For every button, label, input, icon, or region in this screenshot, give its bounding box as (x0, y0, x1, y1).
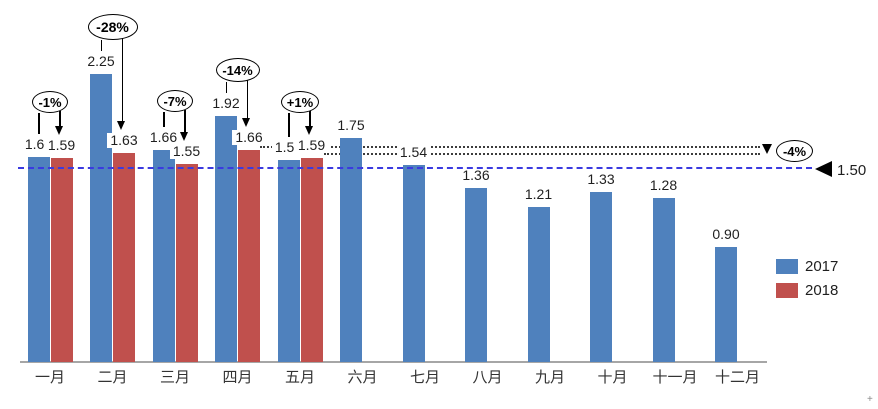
value-label-2017-m3: 1.66 (146, 129, 181, 145)
bar-2018-m4 (238, 149, 260, 362)
bubble-arrowhead-m2 (117, 121, 126, 131)
x-tick-m5: 五月 (284, 370, 315, 386)
value-label-2017-m4: 1.92 (209, 96, 243, 112)
reference-line-1-50 (18, 167, 812, 169)
value-label-2017-m10: 1.33 (584, 171, 618, 187)
value-label-2017-m6: 1.75 (334, 118, 368, 133)
bubble-arrow-line-m1 (59, 111, 61, 128)
bubble-leader-line-m2 (100, 40, 103, 51)
pct-bubble-m5: +1% (281, 91, 319, 113)
legend-label-2017: 2017 (805, 258, 839, 275)
bubble-leader-line-m1 (38, 113, 40, 135)
value-label-2018-m4: 1.66 (232, 129, 266, 145)
bar-2017-m6 (340, 138, 362, 362)
x-tick-m8: 八月 (472, 370, 503, 386)
triangle-down-icon (762, 144, 772, 154)
bar-2017-m7 (402, 164, 425, 362)
x-tick-m1: 一月 (34, 370, 65, 386)
bar-2017-m3 (152, 149, 175, 362)
bubble-leader-line-m3 (163, 112, 165, 127)
legend-label-2018: 2018 (805, 282, 839, 299)
pct-bubble-m2: -28% (87, 14, 138, 40)
value-label-2017-m9: 1.21 (521, 187, 556, 203)
bar-2017-m9 (527, 207, 550, 362)
legend-swatch-2018 (776, 283, 798, 298)
value-label-2018-m2: 1.63 (107, 133, 141, 149)
pct-bubble-m4: -14% (215, 58, 260, 82)
bar-2017-m5 (277, 159, 300, 362)
pct-bubble-right: -4% (776, 140, 813, 162)
bar-2017-m1 (27, 157, 50, 362)
x-tick-m12: 十二月 (714, 370, 760, 386)
legend-swatch-2017 (776, 259, 798, 274)
value-label-2018-m5: 1.59 (294, 138, 329, 154)
bar-2017-m2 (90, 74, 112, 362)
x-tick-m10: 十月 (597, 370, 628, 386)
value-label-2017-m11: 1.28 (646, 178, 681, 194)
bar-2018-m3 (175, 163, 198, 362)
bubble-arrow-line-m2 (121, 38, 124, 123)
bubble-arrowhead-m5 (304, 126, 313, 136)
bar-2018-m2 (113, 153, 135, 362)
bubble-arrowhead-m1 (54, 126, 63, 136)
bar-2018-m1 (50, 158, 73, 362)
reference-line-label: 1.50 (837, 162, 867, 179)
value-label-2017-m12: 0.90 (709, 226, 743, 242)
x-tick-m11: 十一月 (652, 370, 698, 386)
x-tick-m9: 九月 (534, 370, 565, 386)
bar-2017-m8 (465, 187, 487, 362)
x-tick-m4: 四月 (222, 370, 253, 386)
bubble-arrow-line-m5 (309, 111, 311, 128)
bar-2017-m12 (715, 246, 737, 362)
value-label-2017-m8: 1.36 (459, 167, 493, 183)
legend: 2017 2018 (776, 258, 838, 306)
value-label-2017-m7: 1.54 (396, 144, 431, 160)
legend-item-2018: 2018 (776, 282, 838, 299)
x-tick-m7: 七月 (409, 370, 440, 386)
value-label-2018-m3: 1.55 (169, 143, 204, 159)
pct-bubble-m3: -7% (157, 90, 193, 112)
bubble-arrowhead-m3 (179, 131, 188, 141)
bar-2018-m5 (300, 158, 323, 362)
x-tick-m2: 二月 (97, 370, 128, 386)
bubble-arrow-line-m4 (246, 80, 249, 119)
pct-bubble-m1: -1% (32, 91, 68, 113)
bar-2017-m4 (215, 116, 237, 362)
value-label-2017-m2: 2.25 (84, 54, 118, 69)
value-label-2018-m1: 1.59 (44, 138, 79, 154)
bubble-leader-line-m5 (288, 113, 290, 137)
bubble-leader-line-m4 (225, 82, 228, 94)
triangle-left-icon (815, 161, 832, 177)
dotted-guide-line-2 (323, 152, 760, 155)
corner-artifact-mark: + (867, 394, 873, 405)
bubble-arrow-line-m3 (184, 110, 186, 133)
dotted-guide-line-1 (260, 146, 760, 149)
x-tick-m3: 三月 (159, 370, 190, 386)
x-tick-m6: 六月 (347, 370, 378, 386)
bar-2017-m11 (652, 198, 675, 362)
bar-2017-m10 (590, 191, 612, 362)
legend-item-2017: 2017 (776, 258, 838, 275)
bubble-arrowhead-m4 (242, 117, 251, 127)
x-axis-line (20, 361, 767, 363)
